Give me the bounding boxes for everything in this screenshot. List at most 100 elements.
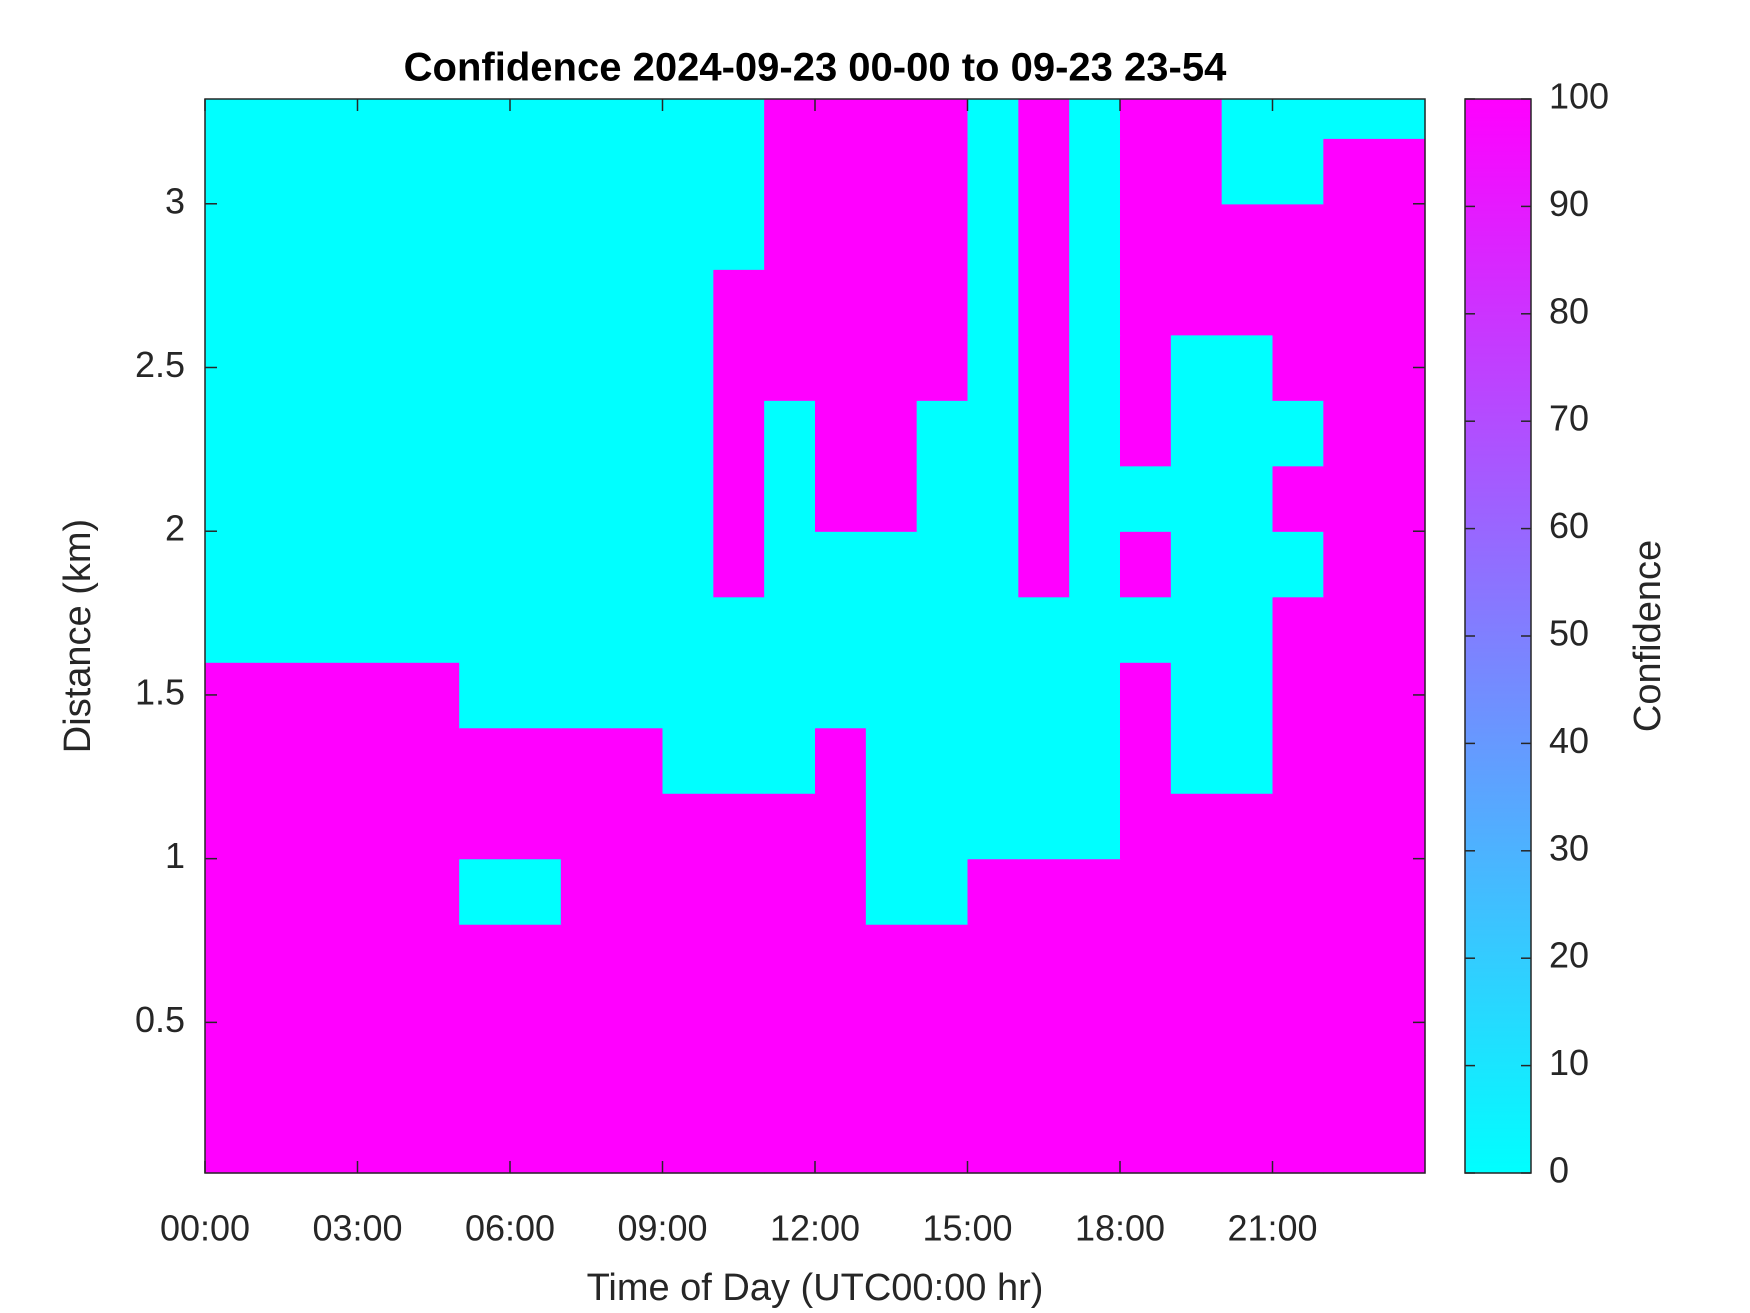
- heat-cell: [713, 138, 765, 205]
- heat-cell: [916, 334, 969, 401]
- heat-cell: [713, 727, 765, 794]
- heat-cell: [306, 269, 359, 336]
- colorbar-tick-label: 0: [1549, 1150, 1569, 1191]
- heat-cell: [916, 465, 969, 532]
- heat-cell: [560, 99, 613, 139]
- heat-cell: [357, 924, 409, 991]
- heat-cell: [1374, 596, 1426, 663]
- heat-cell: [560, 1120, 613, 1174]
- heat-cell: [713, 531, 765, 598]
- heat-cell: [1170, 662, 1223, 729]
- heat-cell: [357, 727, 409, 794]
- colorbar-tick-label: 100: [1549, 76, 1609, 117]
- heat-cell: [408, 203, 460, 270]
- heat-cell: [815, 858, 867, 925]
- heat-cell: [1221, 99, 1274, 139]
- heat-cell: [1120, 596, 1172, 663]
- heat-cell: [865, 662, 918, 729]
- heat-cell: [1069, 203, 1121, 270]
- heat-cell: [764, 531, 816, 598]
- heat-cell: [1323, 989, 1375, 1056]
- heat-cell: [408, 138, 460, 205]
- heat-cell: [1170, 269, 1223, 336]
- heat-cell: [510, 269, 562, 336]
- heat-cell: [815, 1055, 867, 1122]
- heat-cell: [1170, 334, 1223, 401]
- heat-cell: [1374, 793, 1426, 860]
- heat-cell: [1221, 400, 1274, 467]
- heat-cell: [408, 1120, 460, 1174]
- heat-cell: [1272, 531, 1324, 598]
- heat-cell: [1272, 138, 1324, 205]
- heat-cell: [459, 99, 511, 139]
- heat-cell: [1120, 1055, 1172, 1122]
- heat-cell: [255, 465, 308, 532]
- heat-cell: [1272, 793, 1324, 860]
- heat-cell: [967, 596, 1019, 663]
- heat-cell: [205, 924, 257, 991]
- heat-cell: [1323, 858, 1375, 925]
- heat-cell: [510, 662, 562, 729]
- heat-cell: [1018, 989, 1070, 1056]
- heat-cell: [357, 269, 409, 336]
- heat-cell: [916, 1120, 969, 1174]
- heat-cell: [916, 793, 969, 860]
- heat-cell: [459, 400, 511, 467]
- heat-cell: [967, 793, 1019, 860]
- heat-cell: [1221, 727, 1274, 794]
- heat-cell: [408, 465, 460, 532]
- heat-cell: [1374, 465, 1426, 532]
- heat-cell: [764, 138, 816, 205]
- heat-cell: [713, 596, 765, 663]
- heat-cell: [1374, 727, 1426, 794]
- heat-cell: [967, 858, 1019, 925]
- heat-cell: [205, 138, 257, 205]
- heat-cell: [408, 989, 460, 1056]
- heat-cell: [1272, 662, 1324, 729]
- heat-cell: [1018, 203, 1070, 270]
- heat-cell: [306, 596, 359, 663]
- heat-cell: [713, 793, 765, 860]
- heat-cell: [357, 858, 409, 925]
- y-tick-label: 2.5: [135, 344, 185, 385]
- heat-cell: [560, 596, 613, 663]
- heat-cell: [916, 596, 969, 663]
- heat-cell: [357, 531, 409, 598]
- heat-cell: [611, 596, 664, 663]
- heat-cell: [357, 662, 409, 729]
- heat-cell: [916, 531, 969, 598]
- heat-cell: [1374, 1120, 1426, 1174]
- heat-cell: [255, 269, 308, 336]
- heat-cell: [916, 1055, 969, 1122]
- heat-cell: [1069, 99, 1121, 139]
- heat-cell: [1272, 924, 1324, 991]
- heat-cell: [967, 465, 1019, 532]
- heat-cell: [1120, 138, 1172, 205]
- heat-cell: [459, 793, 511, 860]
- heat-cell: [764, 400, 816, 467]
- heat-cell: [357, 1055, 409, 1122]
- heat-cell: [1323, 727, 1375, 794]
- heat-cell: [408, 334, 460, 401]
- heat-cell: [255, 99, 308, 139]
- heat-cell: [255, 596, 308, 663]
- heat-cell: [1170, 924, 1223, 991]
- heat-cell: [1170, 465, 1223, 532]
- heat-cell: [1272, 269, 1324, 336]
- heat-cell: [560, 793, 613, 860]
- heat-cell: [764, 1120, 816, 1174]
- heat-cell: [408, 596, 460, 663]
- heat-cell: [1374, 138, 1426, 205]
- heat-cell: [1018, 269, 1070, 336]
- heat-cell: [815, 727, 867, 794]
- heat-cell: [865, 727, 918, 794]
- y-tick-label: 1.5: [135, 671, 185, 712]
- y-tick-label: 0.5: [135, 999, 185, 1040]
- heat-cell: [611, 465, 664, 532]
- heat-cell: [357, 596, 409, 663]
- heat-cell: [510, 1055, 562, 1122]
- heat-cell: [815, 203, 867, 270]
- heat-cell: [967, 924, 1019, 991]
- heat-cell: [1018, 596, 1070, 663]
